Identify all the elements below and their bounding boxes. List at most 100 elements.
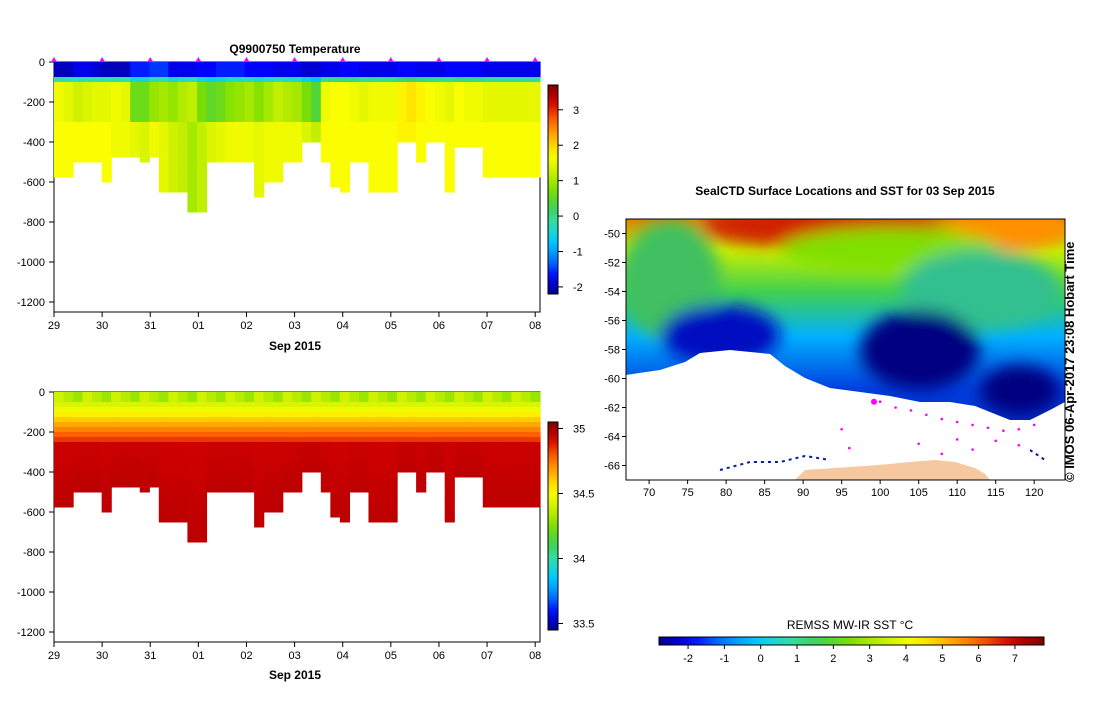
section-cell xyxy=(501,152,513,158)
section-cell xyxy=(54,457,65,463)
section-cell xyxy=(520,427,532,433)
y-tick-label: -1200 xyxy=(17,297,45,309)
section-cell xyxy=(206,102,217,108)
map-x-tick-label: 75 xyxy=(681,487,693,499)
section-cell xyxy=(92,87,103,93)
section-cell xyxy=(435,427,446,433)
section-cell xyxy=(206,452,217,458)
section-cell xyxy=(263,457,274,463)
section-cell xyxy=(263,477,274,483)
section-cell xyxy=(387,407,398,413)
section-cell xyxy=(235,462,246,468)
section-cell xyxy=(387,167,398,173)
section-cell xyxy=(254,72,265,78)
section-cell xyxy=(63,472,74,478)
section-cell xyxy=(435,112,446,118)
section-cell xyxy=(273,407,284,413)
section-cell xyxy=(406,107,417,113)
section-cell xyxy=(225,127,236,133)
section-cell xyxy=(225,112,236,118)
section-cell xyxy=(206,112,217,118)
section-cell xyxy=(368,107,379,113)
section-cell xyxy=(235,482,246,488)
section-cell xyxy=(63,117,74,123)
section-cell xyxy=(358,397,370,403)
section-cell xyxy=(244,477,255,483)
section-cell xyxy=(292,82,303,88)
section-cell xyxy=(387,112,398,118)
section-cell xyxy=(235,107,246,113)
section-cell xyxy=(263,167,274,173)
section-cell xyxy=(101,127,112,133)
section-cell xyxy=(139,92,150,98)
section-cell xyxy=(282,102,293,108)
section-cell xyxy=(387,437,398,443)
section-cell xyxy=(244,77,255,83)
section-cell xyxy=(168,492,179,498)
section-cell xyxy=(301,82,312,88)
section-cell xyxy=(378,177,389,183)
y-tick-label: -600 xyxy=(23,177,45,189)
section-cell xyxy=(358,472,370,478)
section-cell xyxy=(206,427,217,433)
section-cell xyxy=(82,467,93,473)
section-cell xyxy=(482,67,493,73)
section-cell xyxy=(387,82,398,88)
section-cell xyxy=(235,142,246,148)
section-cell xyxy=(158,87,169,93)
section-cell xyxy=(530,402,541,408)
section-cell xyxy=(501,157,513,163)
section-cell xyxy=(520,132,532,138)
section-cell xyxy=(530,62,541,68)
section-cell xyxy=(130,442,141,448)
section-cell xyxy=(149,107,160,113)
section-cell xyxy=(254,482,265,488)
section-cell xyxy=(149,417,160,423)
section-cell xyxy=(339,467,351,473)
track-dot xyxy=(878,400,882,403)
section-cell xyxy=(139,392,150,398)
section-cell xyxy=(482,482,493,488)
section-cell xyxy=(320,422,331,428)
section-cell xyxy=(263,97,274,103)
section-cell xyxy=(397,417,408,423)
section-cell xyxy=(263,472,274,478)
section-cell xyxy=(320,457,331,463)
section-cell xyxy=(501,162,513,168)
section-cell xyxy=(54,462,65,468)
section-cell xyxy=(387,77,398,83)
section-cell xyxy=(73,402,84,408)
section-cell xyxy=(82,392,93,398)
section-cell xyxy=(120,407,131,413)
section-cell xyxy=(73,72,84,78)
section-cell xyxy=(482,112,493,118)
section-cell xyxy=(139,87,150,93)
section-cell xyxy=(273,127,284,133)
section-cell xyxy=(339,102,351,108)
section-cell xyxy=(339,517,351,523)
section-cell xyxy=(511,147,522,153)
section-cell xyxy=(216,402,227,408)
section-cell xyxy=(358,482,370,488)
section-cell xyxy=(320,487,331,493)
section-cell xyxy=(435,122,446,128)
section-cell xyxy=(482,97,493,103)
section-cell xyxy=(263,152,274,158)
section-cell xyxy=(225,397,236,403)
section-cell xyxy=(263,492,274,498)
section-cell xyxy=(139,437,150,443)
section-cell xyxy=(501,462,513,468)
section-cell xyxy=(63,82,74,88)
section-cell xyxy=(168,397,179,403)
section-cell xyxy=(444,447,455,453)
sst-colorbar-tick-label: 5 xyxy=(939,653,945,665)
section-cell xyxy=(397,452,408,458)
section-cell xyxy=(63,152,74,158)
section-cell xyxy=(292,402,303,408)
section-cell xyxy=(416,67,427,73)
section-cell xyxy=(101,507,112,513)
section-cell xyxy=(311,112,322,118)
section-cell xyxy=(187,172,198,178)
section-cell xyxy=(378,187,389,193)
section-cell xyxy=(196,122,208,128)
